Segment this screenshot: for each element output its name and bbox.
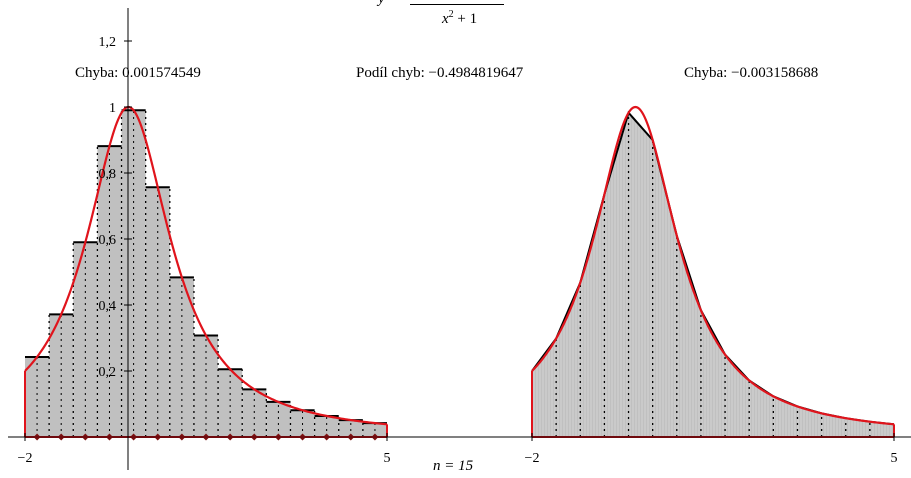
x-tick-label: −2 (18, 451, 33, 466)
function-curve-left (24, 105, 388, 426)
x-tick-label: −2 (525, 451, 540, 466)
n-label-text: n = 15 (433, 458, 474, 474)
x-tick-label: 5 (384, 451, 391, 466)
y-tick-label: 1,2 (99, 35, 117, 50)
fraction-bar (410, 4, 504, 5)
y-tick-label: 0,6 (99, 233, 117, 248)
y-tick-label: 0,8 (99, 167, 117, 182)
axes: 0,2 0,4 0,6 0,8 1 1,2 −2 5 −2 5 (8, 8, 911, 470)
x-tick-label: 5 (891, 451, 898, 466)
midpoint-plot (24, 105, 388, 441)
midpoint-rect (314, 415, 339, 437)
denominator: x2 + 1 (442, 9, 477, 28)
trapezoid-plot (531, 105, 895, 438)
y-tick-label: 0,2 (99, 365, 117, 380)
midpoint-rect (145, 187, 170, 437)
denominator-exponent: 2 (448, 9, 454, 20)
midpoint-rect (218, 369, 243, 437)
midpoint-rect (266, 401, 291, 437)
midpoint-rect (338, 420, 363, 437)
function-equals: = (391, 0, 399, 8)
denominator-variable: x (442, 11, 449, 27)
y-tick-label: 0,4 (99, 299, 117, 314)
n-label: n = 15 (433, 458, 473, 475)
function-y: y (378, 0, 385, 8)
error-right: Chyba: −0.003158688 (684, 65, 819, 81)
function-title: y = x2 + 1 (378, 0, 528, 31)
function-curve-right (531, 105, 895, 426)
error-ratio: Podíl chyb: −0.4984819647 (356, 65, 524, 81)
y-tick-label: 1 (109, 101, 116, 116)
denominator-rest: + 1 (457, 11, 478, 27)
trapezoid-area (532, 112, 894, 438)
error-left: Chyba: 0.001574549 (75, 65, 201, 81)
